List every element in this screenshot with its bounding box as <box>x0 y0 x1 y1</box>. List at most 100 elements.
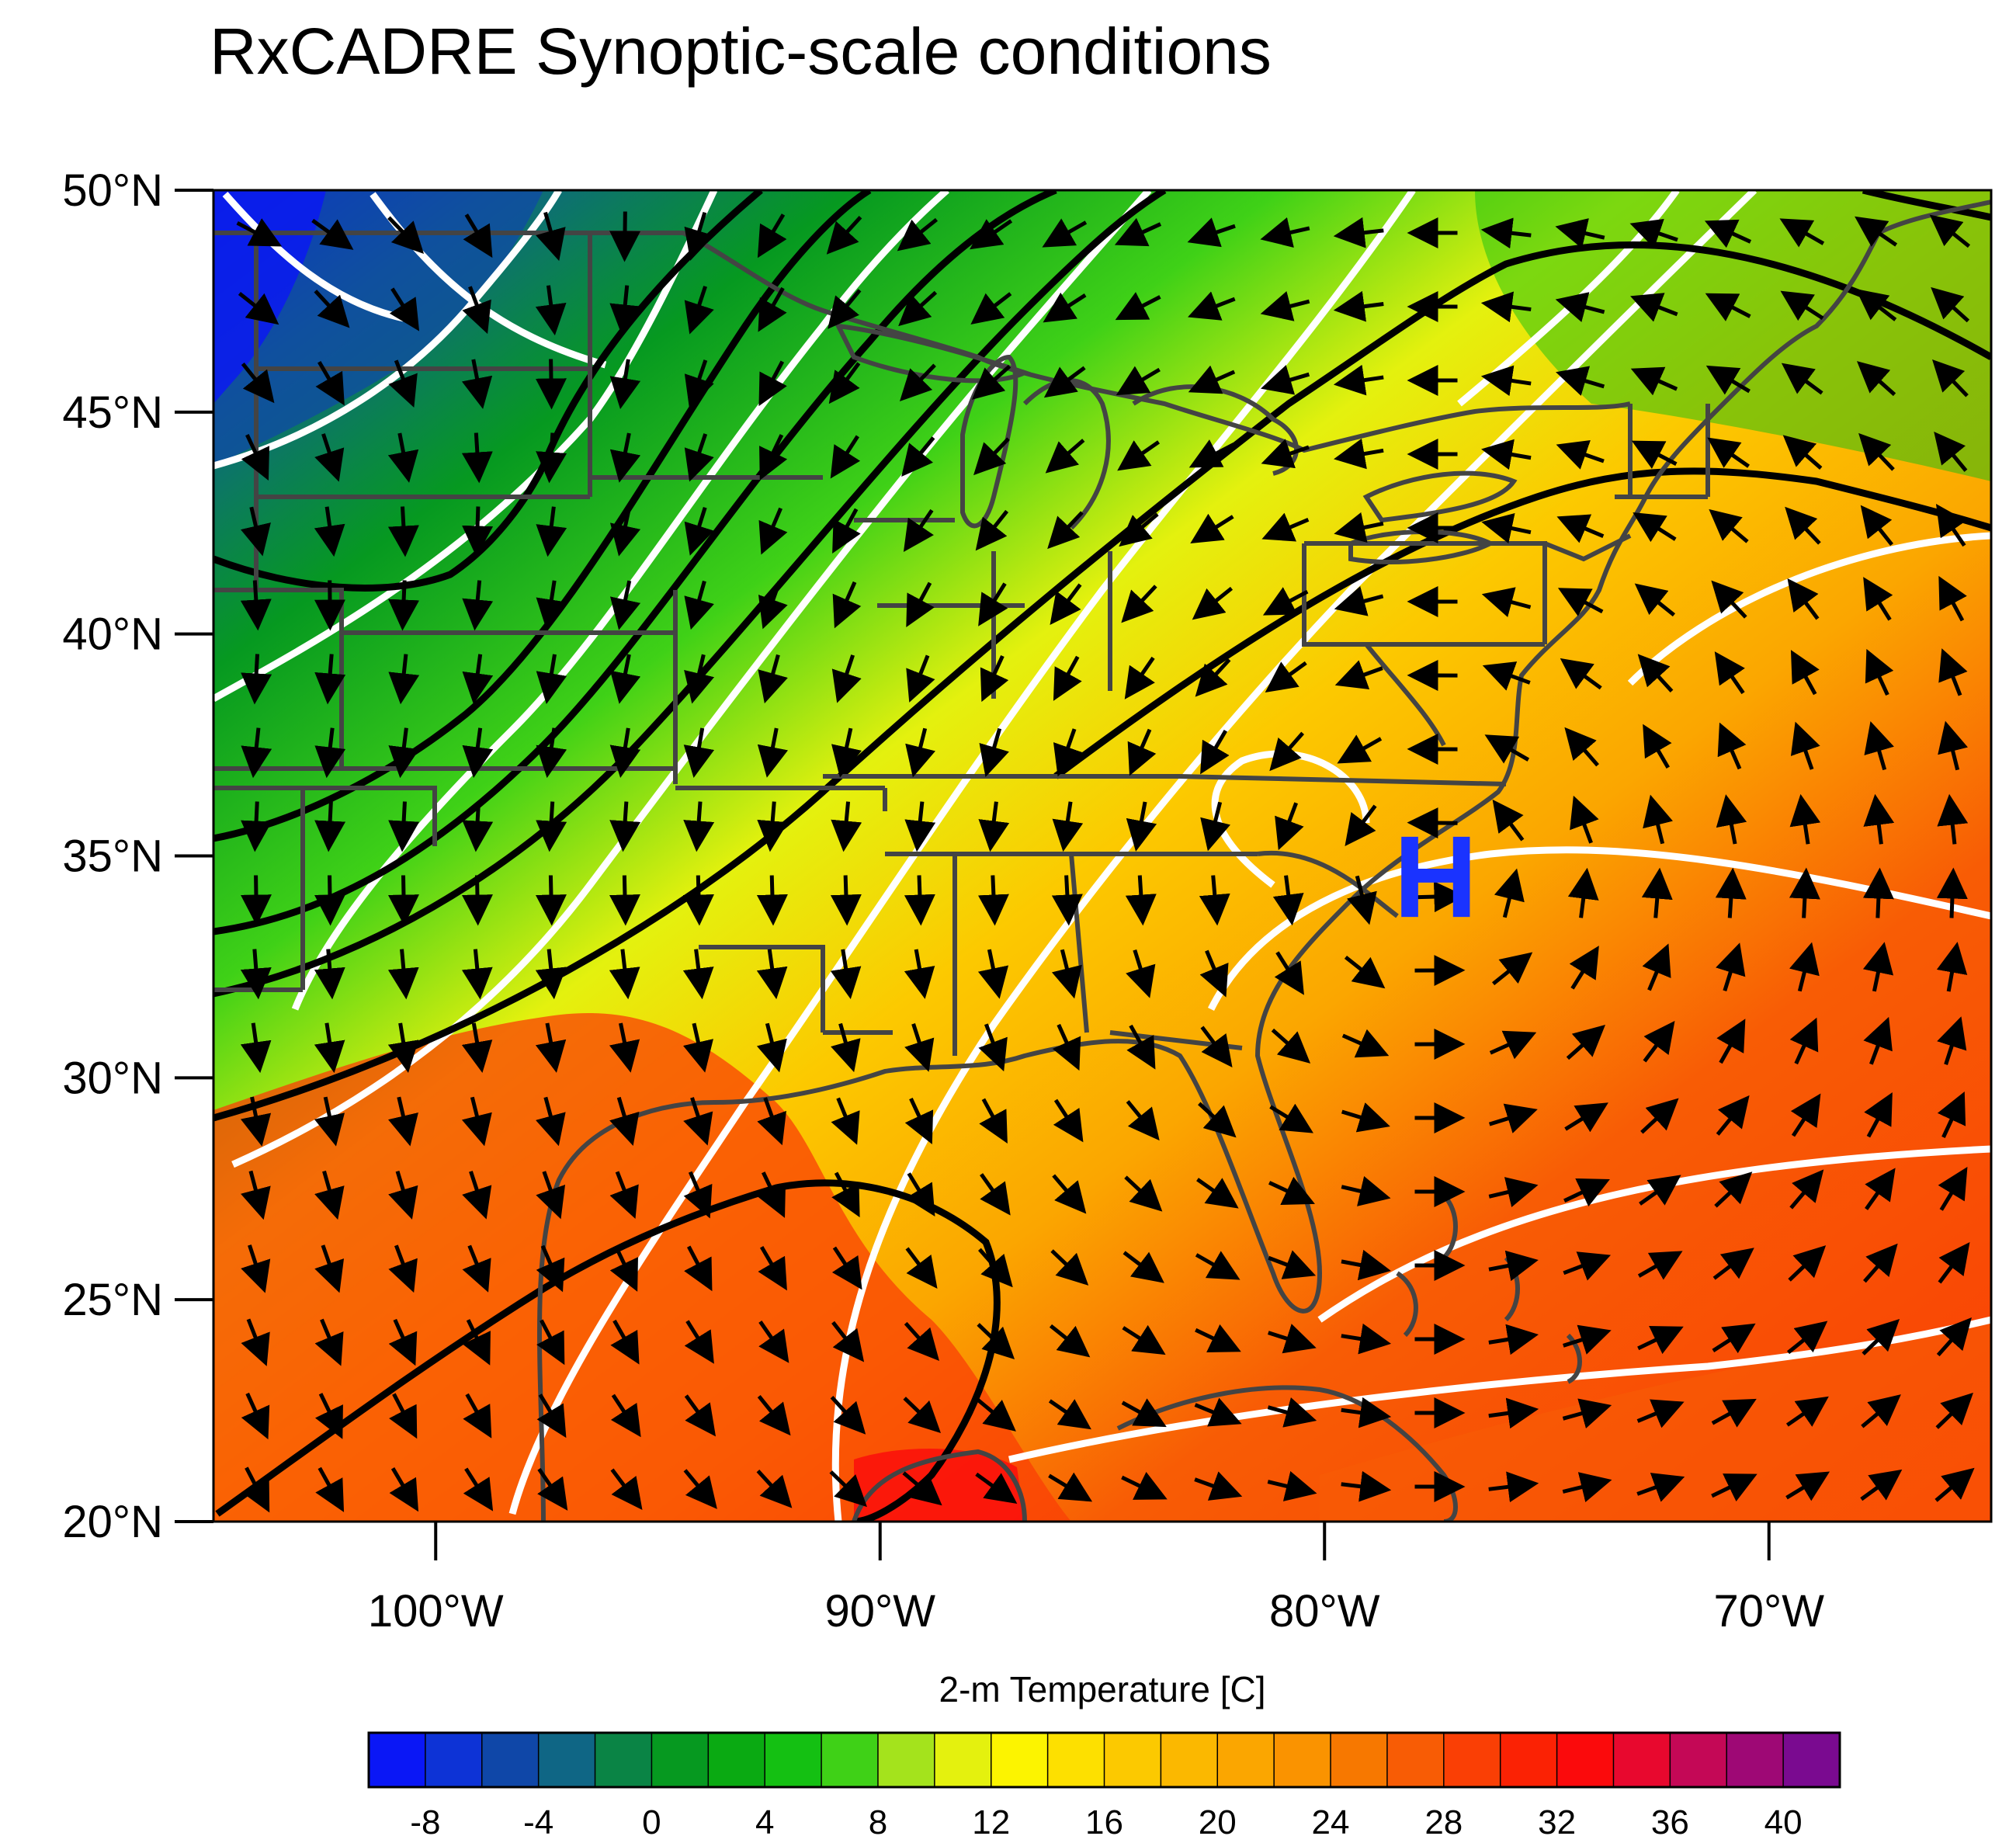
wind-vector <box>1114 217 1162 247</box>
lat-tick-label: 40°N <box>62 609 163 660</box>
lon-tick-label: 70°W <box>1714 1586 1825 1636</box>
wind-vector <box>1333 364 1384 396</box>
wind-vector <box>905 1247 938 1289</box>
wind-vector <box>1562 1472 1612 1503</box>
wind-vector <box>757 801 789 852</box>
wind-vector <box>683 727 715 778</box>
wind-vector <box>1048 1399 1091 1430</box>
wind-vector <box>897 217 939 252</box>
wind-vector <box>905 1172 935 1217</box>
wind-vector <box>1261 365 1310 395</box>
wind-vector <box>831 1246 862 1290</box>
high-pressure-marker: H <box>1393 811 1477 942</box>
wind-vector <box>1200 801 1231 852</box>
wind-vector <box>1643 794 1674 845</box>
wind-vector <box>1862 1319 1900 1355</box>
wind-vector <box>311 218 354 250</box>
wind-vector <box>682 949 714 1000</box>
wind-vector <box>1938 648 1968 696</box>
wind-vector <box>1488 1177 1539 1208</box>
colorbar-title: 2-m Temperature [C] <box>939 1669 1266 1709</box>
wind-vector <box>1938 1241 1970 1284</box>
wind-vector <box>388 727 420 779</box>
wind-vector <box>1200 729 1230 775</box>
coastline-northeast <box>1643 200 1991 498</box>
wind-vector <box>1864 1092 1893 1138</box>
wind-vector <box>684 507 714 556</box>
wind-vector <box>1936 942 1968 992</box>
colorbar-tick-label: 32 <box>1538 1803 1576 1841</box>
wind-vector <box>1187 217 1236 248</box>
wind-vector <box>1051 875 1083 926</box>
wind-vector <box>832 581 862 629</box>
wind-vector <box>1333 217 1384 248</box>
wind-vector <box>1557 588 1604 616</box>
wind-vector <box>1931 359 1969 397</box>
wind-vector <box>980 1173 1011 1216</box>
wind-vector <box>463 1393 492 1439</box>
wind-vector <box>535 285 567 336</box>
wind-vector <box>830 949 862 1000</box>
wind-vector <box>1268 1176 1315 1206</box>
wind-vector <box>314 1022 345 1074</box>
wind-vector <box>1481 587 1532 617</box>
wind-vector <box>903 1397 941 1434</box>
wind-vector <box>1938 720 1969 771</box>
lat-tick-label: 30°N <box>62 1053 163 1103</box>
lat-tick-label: 20°N <box>62 1497 163 1547</box>
colorbar-swatch <box>1386 1732 1445 1788</box>
longitude-axis: 100°W 90°W 80°W 70°W <box>368 1522 1824 1636</box>
wind-vector <box>1642 943 1671 991</box>
wind-vector <box>1121 1471 1168 1500</box>
wind-vector <box>461 432 493 484</box>
wind-vector <box>609 1096 640 1146</box>
wind-vector <box>388 1318 418 1366</box>
colorbar-swatch <box>425 1732 484 1788</box>
wind-vector <box>1199 875 1230 926</box>
wind-vector <box>314 1170 345 1220</box>
wind-vector <box>609 654 641 704</box>
wind-vector <box>241 727 272 779</box>
wind-vector <box>1712 1248 1754 1280</box>
wind-vector <box>1121 1398 1167 1428</box>
wind-vector <box>979 1098 1008 1144</box>
wind-vector <box>831 801 862 852</box>
wind-vector <box>1641 867 1673 918</box>
wind-vector <box>979 727 1009 777</box>
wind-vector <box>1855 216 1898 247</box>
wind-vector <box>829 1470 867 1508</box>
wind-vector <box>1643 1020 1675 1063</box>
wind-vector <box>757 1097 786 1146</box>
wind-vector <box>1782 435 1823 470</box>
wind-vector <box>462 654 494 705</box>
wind-vector <box>1042 218 1088 248</box>
wind-vector <box>463 213 493 259</box>
wind-vector <box>1480 217 1532 249</box>
colorbar-swatch <box>764 1732 823 1788</box>
wind-vector <box>1711 1398 1757 1428</box>
wind-vector <box>1050 1249 1089 1286</box>
wind-vector <box>388 801 420 852</box>
wind-vector <box>1341 1397 1392 1428</box>
wind-vector <box>1566 1025 1605 1060</box>
wind-vector <box>1488 1103 1538 1133</box>
wind-vector <box>1198 1102 1237 1138</box>
wind-vector <box>609 285 641 336</box>
wind-vector <box>388 1244 418 1293</box>
wind-vector <box>1937 1091 1966 1138</box>
wind-vector <box>1269 1103 1313 1133</box>
wind-vector <box>1043 292 1087 323</box>
wind-vector <box>1637 654 1674 692</box>
wind-vector <box>609 211 641 262</box>
wind-vector <box>1053 1099 1084 1143</box>
wind-vector <box>831 1022 861 1073</box>
wind-vector <box>1935 1392 1973 1429</box>
wind-vector <box>682 1022 713 1073</box>
wind-vector <box>1712 1323 1756 1354</box>
wind-vector <box>462 506 494 557</box>
wind-vector <box>977 949 1009 999</box>
wind-vector <box>389 1393 418 1439</box>
wind-vector <box>1052 801 1084 852</box>
wind-vector <box>1863 1016 1893 1065</box>
wind-vector <box>1863 577 1893 621</box>
